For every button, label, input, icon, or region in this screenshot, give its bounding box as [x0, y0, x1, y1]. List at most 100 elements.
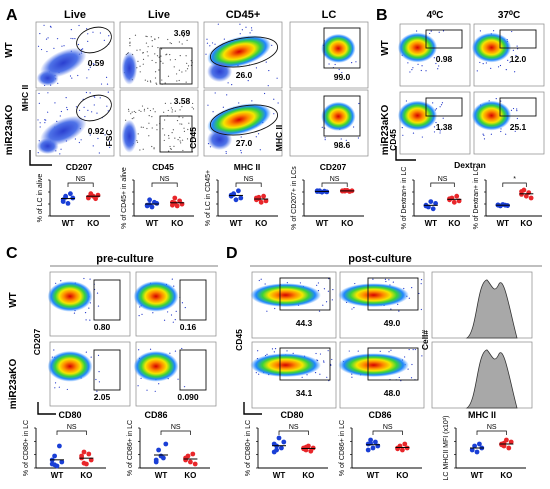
event-dot [162, 62, 164, 64]
gate-value: 12.0 [510, 54, 527, 64]
wt-point [423, 203, 429, 209]
event-dot [44, 119, 46, 121]
panel-letter-c: C [6, 245, 18, 262]
gate-value: 99.0 [334, 72, 351, 82]
ko-tick-label: KO [184, 471, 196, 480]
event-dot [181, 347, 183, 350]
event-dot [39, 32, 41, 35]
event-dot [225, 152, 227, 154]
event-dot [421, 65, 423, 67]
y-axis-label: % of CD80+ in LC [23, 420, 30, 476]
gate [499, 97, 537, 117]
histogram-wt [431, 271, 533, 339]
event-dot [257, 133, 260, 135]
event-dot [429, 32, 431, 35]
event-dot [178, 116, 180, 118]
event-dot [379, 350, 381, 352]
wt-point [474, 449, 480, 455]
event-dot [55, 282, 57, 284]
event-dot [54, 102, 56, 104]
wt-point [276, 435, 282, 441]
event-dot [85, 351, 87, 353]
event-dot [439, 132, 441, 134]
event-dot [59, 115, 61, 117]
event-dot [139, 71, 141, 73]
axis-arrow [243, 402, 262, 415]
event-dot [151, 127, 153, 129]
event-dot [331, 358, 333, 361]
event-dot [84, 115, 86, 118]
event-dot [500, 130, 502, 133]
event-dot [73, 312, 76, 314]
event-dot [71, 77, 73, 79]
event-dot [187, 65, 190, 67]
event-dot [273, 113, 275, 115]
significance-label: NS [330, 176, 340, 183]
event-dot [183, 36, 185, 38]
event-dot [479, 30, 481, 32]
ko-point [508, 439, 514, 445]
column-title: 4⁰C [427, 10, 444, 21]
density-blob [47, 280, 93, 312]
event-dot [170, 107, 173, 109]
event-dot [485, 62, 487, 64]
event-dot [77, 74, 79, 77]
flow-plot-c: 0.80 [47, 271, 131, 337]
flow-plot-b: 0.98 [397, 23, 471, 87]
wt-point [236, 188, 241, 194]
ko-tick-label: KO [396, 471, 408, 480]
event-dot [85, 319, 87, 321]
flow-plot-a: 26.0 [203, 21, 283, 89]
event-dot [142, 63, 144, 65]
event-dot [74, 138, 76, 140]
event-dot [408, 297, 410, 299]
event-dot [166, 311, 169, 313]
gate [425, 29, 463, 49]
axis-arrow [37, 402, 56, 415]
significance-label: NS [487, 424, 497, 431]
density-blob [40, 115, 87, 146]
event-dot [167, 75, 170, 77]
event-dot [164, 102, 166, 104]
gate-value: 0.16 [180, 322, 197, 332]
event-dot [257, 350, 259, 352]
gate-value: 0.80 [94, 322, 111, 332]
wt-point [163, 441, 169, 447]
wt-point [154, 201, 160, 206]
event-dot [158, 69, 160, 71]
wt-point [153, 459, 159, 465]
event-dot [160, 48, 163, 50]
event-dot [176, 80, 178, 82]
dot-plot-b: % of Dextran+ in LC WT KO NS [401, 167, 470, 229]
event-dot [87, 40, 89, 43]
gate [323, 95, 361, 137]
gate-value: 27.0 [236, 138, 253, 148]
event-dot [251, 29, 253, 31]
event-dot [239, 33, 241, 35]
flow-plot-a: 27.0 [203, 89, 283, 157]
ko-point [501, 440, 507, 446]
flow-x-axis-label: CD207 [66, 162, 93, 172]
event-dot [266, 353, 268, 355]
event-dot [168, 137, 170, 139]
event-dot [87, 109, 89, 111]
event-dot [74, 37, 76, 40]
event-dot [412, 132, 415, 134]
event-dot [420, 69, 422, 72]
event-dot [185, 70, 187, 72]
event-dot [514, 71, 516, 73]
event-dot [226, 94, 228, 96]
gate-value: 25.1 [510, 122, 527, 132]
event-dot [37, 119, 39, 121]
event-dot [87, 63, 89, 65]
flow-y-axis-label: FSC [104, 130, 114, 147]
flow-plot-b: 1.38 [397, 91, 471, 155]
flow-plot-a: 3.69 [119, 21, 199, 89]
dot-plot-c: % of CD80+ in LC WT KO NS [23, 420, 106, 480]
flow-x-axis-label: CD80 [280, 410, 303, 420]
flow-x-axis-label: CD86 [144, 410, 167, 420]
flow-x-axis-label: CD45 [152, 162, 174, 172]
event-dot [85, 91, 88, 94]
event-dot [154, 53, 156, 55]
event-dot [137, 133, 139, 135]
